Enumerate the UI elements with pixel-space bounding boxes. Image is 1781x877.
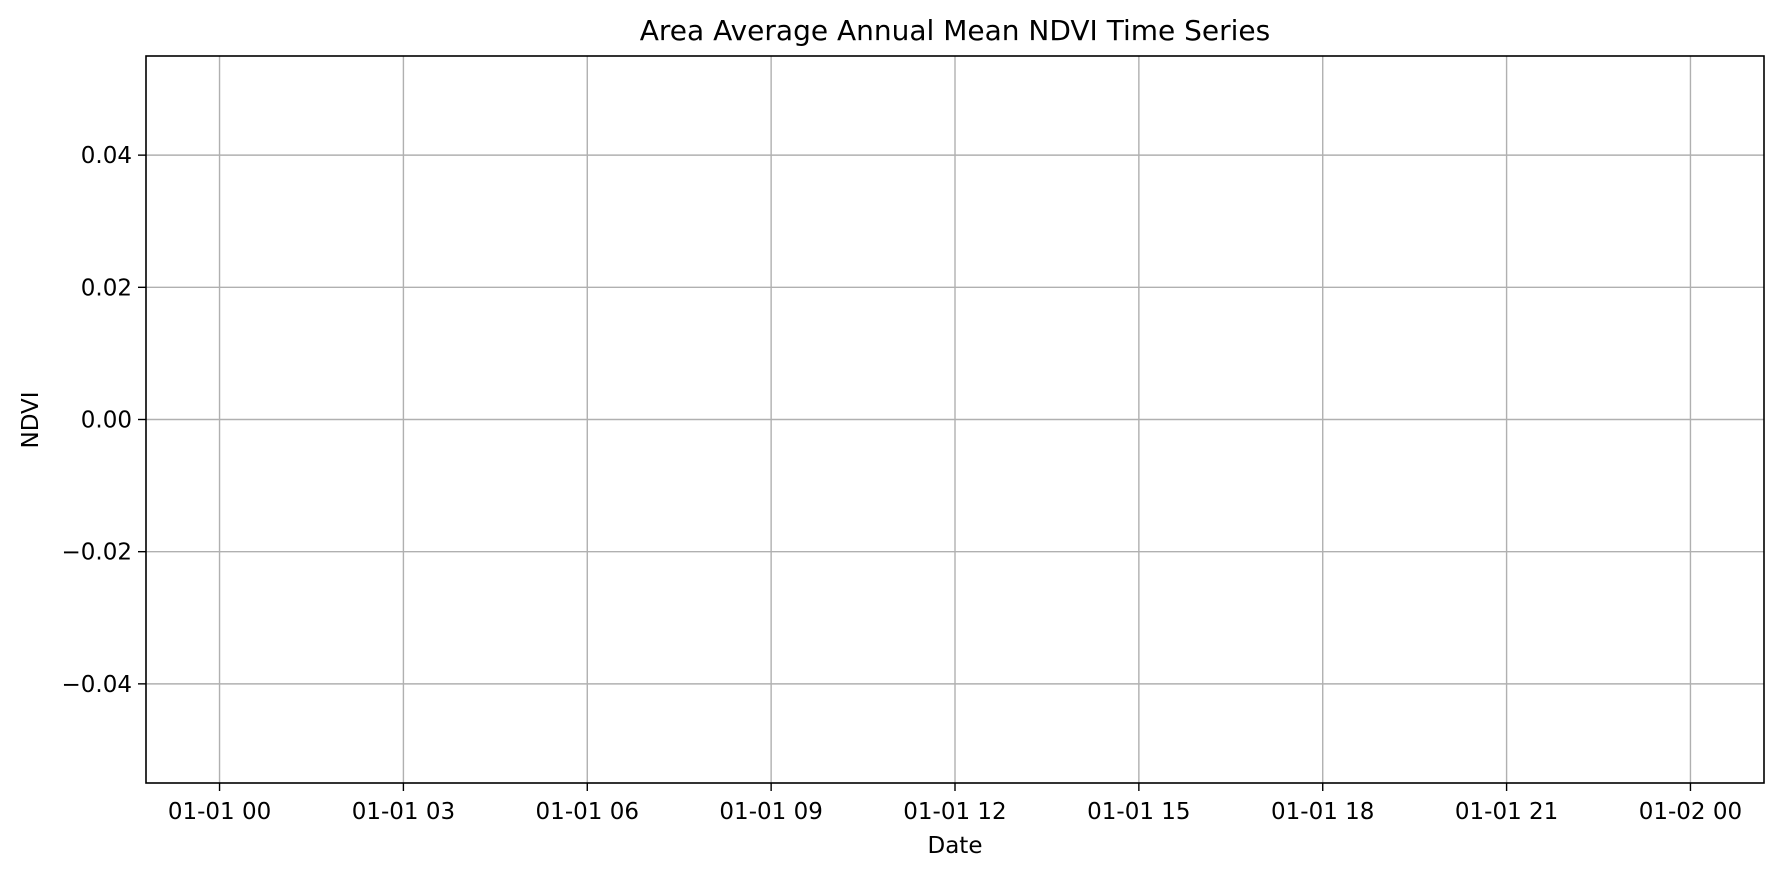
y-tick-label: 0.00 [81,408,132,434]
x-tick-label: 01-01 00 [168,799,271,825]
x-tick-label: 01-01 21 [1455,799,1558,825]
x-tick-label: 01-02 00 [1639,799,1742,825]
x-tick-label: 01-01 09 [719,799,822,825]
x-tick-label: 01-01 18 [1271,799,1374,825]
y-axis-label: NDVI [18,391,44,448]
x-tick-label: 01-01 12 [903,799,1006,825]
x-tick-label: 01-01 03 [352,799,455,825]
x-tick-label: 01-01 15 [1087,799,1190,825]
y-tick-label: −0.04 [62,672,132,698]
y-tick-label: −0.02 [62,540,132,566]
axis-ticks: 01-01 00 01-01 03 01-01 06 01-01 09 01-01 12… [62,143,1743,825]
y-tick-label: 0.04 [81,143,132,169]
y-tick-label: 0.02 [81,275,132,301]
chart-title: Area Average Annual Mean NDVI Time Serie… [640,14,1271,47]
grid-lines [146,56,1764,783]
x-tick-label: 01-01 06 [536,799,639,825]
x-axis-label: Date [928,833,983,859]
